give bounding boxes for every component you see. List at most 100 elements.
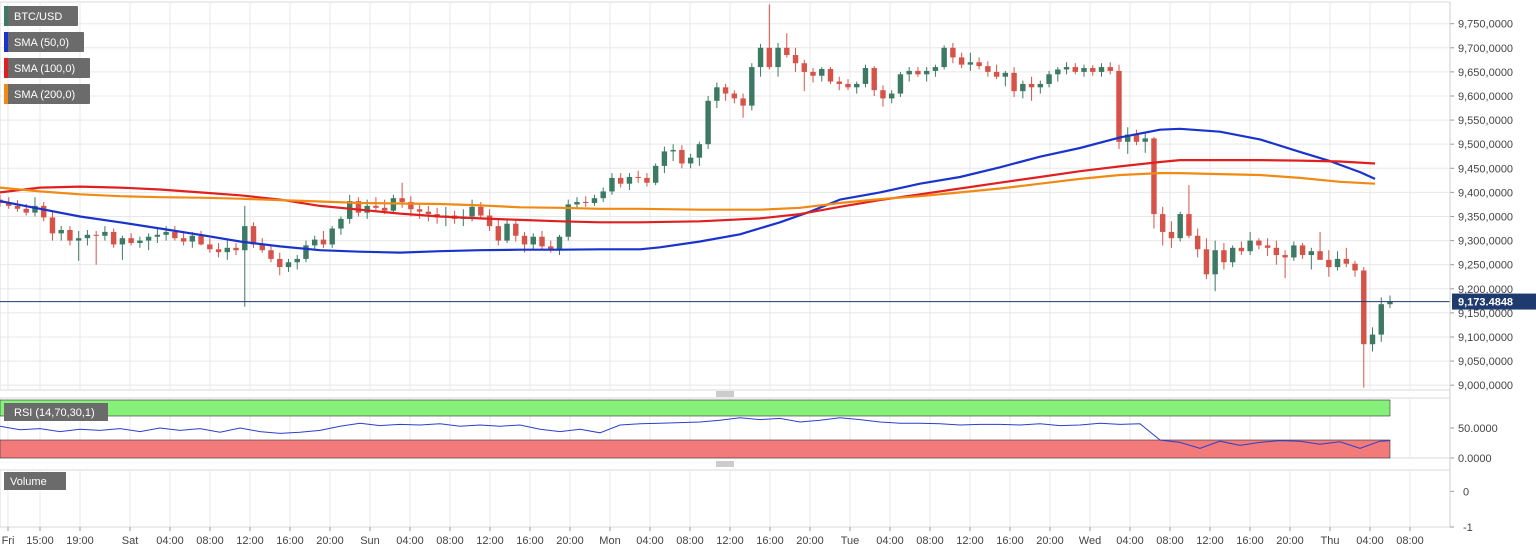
candle-body bbox=[687, 157, 694, 164]
candle-body bbox=[1361, 270, 1367, 345]
candle-body bbox=[312, 239, 318, 246]
candle-body bbox=[207, 244, 213, 250]
legend-swatch bbox=[4, 32, 8, 52]
candle-body bbox=[644, 177, 650, 183]
candle-body bbox=[1142, 138, 1148, 142]
candle-body bbox=[320, 239, 327, 245]
candle-body bbox=[950, 47, 956, 58]
candle-body bbox=[425, 211, 432, 215]
candle-body bbox=[1020, 83, 1026, 92]
candle-body bbox=[1081, 68, 1087, 72]
candle-body bbox=[49, 217, 56, 234]
candle-body bbox=[504, 223, 510, 241]
price-y-tick-label: 9,650,0000 bbox=[1458, 67, 1513, 79]
x-tick-label: 12:00 bbox=[956, 535, 984, 547]
candle-body bbox=[1194, 235, 1201, 250]
candle-body bbox=[705, 100, 711, 145]
x-tick-label: 20:00 bbox=[796, 535, 824, 547]
candle-body bbox=[740, 98, 746, 106]
x-tick-label: 04:00 bbox=[1356, 535, 1384, 547]
candle-body bbox=[932, 67, 939, 71]
x-tick-label: 08:00 bbox=[1396, 535, 1424, 547]
x-tick-label: 12:00 bbox=[476, 535, 504, 547]
candle-body bbox=[1133, 134, 1140, 142]
x-tick-label: 16:00 bbox=[276, 535, 304, 547]
rsi-y-tick-label: 50.0000 bbox=[1458, 423, 1498, 435]
candle-body bbox=[416, 209, 423, 212]
candle-body bbox=[399, 198, 405, 203]
candle-body bbox=[1072, 67, 1078, 72]
candle-body bbox=[1028, 83, 1035, 88]
volume-y-tick-label: 0 bbox=[1463, 486, 1469, 498]
candle-body bbox=[810, 71, 816, 76]
candle-body bbox=[819, 68, 825, 76]
x-tick-label: 15:00 bbox=[26, 535, 54, 547]
candle-body bbox=[530, 236, 536, 245]
candle-body bbox=[381, 207, 388, 211]
price-y-tick-label: 9,250,0000 bbox=[1458, 260, 1513, 272]
legend-label: SMA (50,0) bbox=[14, 37, 69, 49]
candle-body bbox=[110, 231, 117, 245]
rsi-line bbox=[0, 417, 1391, 449]
candle-body bbox=[495, 226, 502, 241]
x-tick-label: 08:00 bbox=[676, 535, 704, 547]
candle-body bbox=[836, 81, 842, 84]
x-tick-label: 04:00 bbox=[1116, 535, 1144, 547]
candle-body bbox=[469, 206, 475, 217]
candle-body bbox=[1326, 259, 1332, 268]
x-tick-label: 04:00 bbox=[156, 535, 184, 547]
x-tick-label: 04:00 bbox=[636, 535, 664, 547]
candle-body bbox=[1107, 67, 1113, 71]
candle-body bbox=[215, 249, 222, 253]
legend-box bbox=[4, 58, 90, 78]
x-tick-label: 12:00 bbox=[1196, 535, 1224, 547]
candle-body bbox=[14, 205, 21, 209]
candle-body bbox=[1378, 304, 1384, 335]
x-tick-label: Tue bbox=[841, 535, 860, 547]
price-y-tick-label: 9,400,0000 bbox=[1458, 187, 1513, 199]
legend-box bbox=[4, 6, 78, 26]
candle-body bbox=[172, 231, 178, 239]
candle-body bbox=[591, 198, 598, 203]
candle-body bbox=[1387, 301, 1393, 305]
volume-legend-box bbox=[4, 472, 66, 490]
price-y-tick-label: 9,700,0000 bbox=[1458, 43, 1513, 55]
candle-body bbox=[84, 234, 91, 239]
price-panel bbox=[0, 1, 1451, 391]
candle-body bbox=[600, 191, 606, 199]
price-y-tick-label: 9,600,0000 bbox=[1458, 91, 1513, 103]
price-y-tick-label: 9,200,0000 bbox=[1458, 284, 1513, 296]
x-tick-label: 04:00 bbox=[396, 535, 424, 547]
candle-body bbox=[749, 67, 755, 106]
price-y-tick-label: 9,500,0000 bbox=[1458, 139, 1513, 151]
candle-body bbox=[1037, 83, 1044, 88]
legend-box bbox=[4, 32, 84, 52]
candle-body bbox=[661, 151, 668, 166]
candle-body bbox=[923, 70, 930, 75]
price-y-tick-label: 9,550,0000 bbox=[1458, 115, 1513, 127]
candle-body bbox=[967, 62, 974, 65]
x-tick-label: 04:00 bbox=[876, 535, 904, 547]
legend-swatch bbox=[4, 84, 8, 104]
candle-body bbox=[242, 226, 248, 251]
candle-body bbox=[180, 238, 187, 242]
candle-body bbox=[1125, 134, 1131, 142]
candle-body bbox=[1273, 247, 1280, 256]
candle-body bbox=[574, 202, 580, 205]
x-tick-label: 16:00 bbox=[756, 535, 784, 547]
volume-panel bbox=[0, 469, 1451, 528]
candle-body bbox=[854, 83, 860, 88]
last-price-badge bbox=[1452, 293, 1536, 310]
x-tick-label: Fri bbox=[2, 535, 15, 547]
price-y-tick-label: 9,750,0000 bbox=[1458, 19, 1513, 31]
x-tick-label: 08:00 bbox=[916, 535, 944, 547]
candle-body bbox=[722, 87, 729, 94]
candle-body bbox=[303, 245, 309, 259]
candle-body bbox=[1168, 231, 1175, 239]
sma-100-line bbox=[0, 159, 1376, 224]
candle-body bbox=[1221, 250, 1227, 263]
x-tick-label: 16:00 bbox=[1236, 535, 1264, 547]
candle-body bbox=[128, 238, 134, 243]
candle-body bbox=[906, 70, 912, 75]
candle-body bbox=[478, 206, 484, 216]
